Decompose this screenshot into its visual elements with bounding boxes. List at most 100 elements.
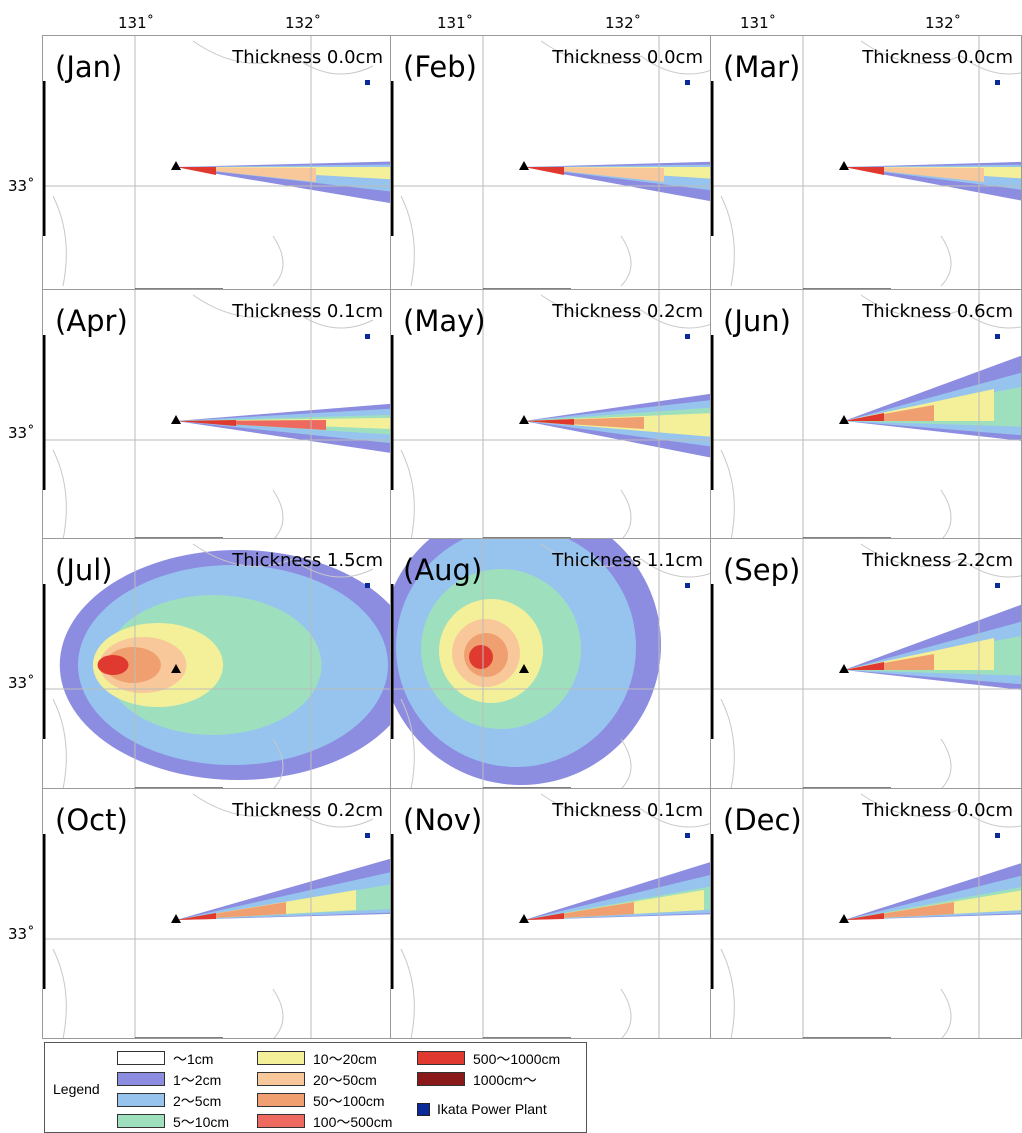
thickness-label: Thickness 0.1cm xyxy=(552,800,703,821)
legend-label: 500～1000cm xyxy=(473,1051,561,1067)
plume-map xyxy=(711,789,1021,1038)
thickness-label: Thickness 0.1cm xyxy=(232,301,383,322)
map-panel: (Jul) Thickness 1.5cm xyxy=(42,538,392,789)
legend-label: 5～10cm xyxy=(173,1114,230,1130)
volcano-vent-icon xyxy=(839,415,849,424)
map-panel: (Aug) Thickness 1.1cm xyxy=(390,538,712,789)
month-label: (May) xyxy=(403,304,486,338)
thickness-label: Thickness 0.2cm xyxy=(552,301,703,322)
thickness-label: Thickness 0.0cm xyxy=(862,47,1013,68)
ikata-plant-marker-icon xyxy=(685,334,690,339)
lon-label-132-col1: 132˚ xyxy=(285,14,322,32)
thickness-label: Thickness 2.2cm xyxy=(862,550,1013,571)
legend-swatch xyxy=(117,1051,165,1065)
legend-title: Legend xyxy=(53,1081,100,1097)
legend-label: 50～100cm xyxy=(313,1093,385,1109)
map-panel: (Sep) Thickness 2.2cm xyxy=(710,538,1022,789)
plume-map xyxy=(711,36,1021,289)
map-panel: (Oct) Thickness 0.2cm xyxy=(42,788,392,1039)
legend-swatch xyxy=(257,1114,305,1128)
legend-plant-label: Ikata Power Plant xyxy=(437,1101,547,1117)
volcano-vent-icon xyxy=(171,415,181,424)
ikata-plant-marker-icon xyxy=(365,80,370,85)
month-label: (Nov) xyxy=(403,803,483,837)
map-panel: (May) Thickness 0.2cm xyxy=(390,289,712,539)
legend-swatch xyxy=(257,1051,305,1065)
plume-map xyxy=(43,290,391,538)
volcano-vent-icon xyxy=(171,914,181,923)
legend-label: 1000cm～ xyxy=(473,1072,537,1088)
ikata-plant-marker-icon xyxy=(685,833,690,838)
thickness-label: Thickness 0.2cm xyxy=(232,800,383,821)
month-label: (Jan) xyxy=(55,50,123,84)
thickness-label: Thickness 0.0cm xyxy=(232,47,383,68)
volcano-vent-icon xyxy=(839,914,849,923)
thickness-label: Thickness 0.0cm xyxy=(552,47,703,68)
volcano-vent-icon xyxy=(519,415,529,424)
thickness-label: Thickness 0.0cm xyxy=(862,800,1013,821)
month-label: (Dec) xyxy=(723,803,802,837)
month-label: (Apr) xyxy=(55,304,128,338)
lon-label-131-col1: 131˚ xyxy=(118,14,155,32)
plume-map xyxy=(43,789,391,1038)
plume-map xyxy=(391,539,711,788)
thickness-label: Thickness 0.6cm xyxy=(862,301,1013,322)
map-panel: (Jan) Thickness 0.0cm xyxy=(42,35,392,290)
volcano-vent-icon xyxy=(839,664,849,673)
legend-swatch xyxy=(257,1093,305,1107)
volcano-vent-icon xyxy=(171,664,181,673)
plume-map xyxy=(391,36,711,289)
ikata-plant-marker-icon xyxy=(995,833,1000,838)
thickness-label: Thickness 1.5cm xyxy=(232,550,383,571)
lon-label-132-col3: 132˚ xyxy=(925,14,962,32)
map-panel: (Jun) Thickness 0.6cm xyxy=(710,289,1022,539)
legend-label: 10～20cm xyxy=(313,1051,377,1067)
plant-marker-icon xyxy=(417,1103,430,1116)
month-label: (Feb) xyxy=(403,50,477,84)
map-panel: (Mar) Thickness 0.0cm xyxy=(710,35,1022,290)
ikata-plant-marker-icon xyxy=(995,334,1000,339)
map-panel: (Nov) Thickness 0.1cm xyxy=(390,788,712,1039)
volcano-vent-icon xyxy=(519,161,529,170)
plume-map xyxy=(711,290,1021,538)
ikata-plant-marker-icon xyxy=(365,833,370,838)
lon-label-131-col3: 131˚ xyxy=(740,14,777,32)
volcano-vent-icon xyxy=(519,664,529,673)
legend-swatch xyxy=(257,1072,305,1086)
lat-label-row3: 33˚ xyxy=(8,674,35,692)
month-label: (Oct) xyxy=(55,803,128,837)
ikata-plant-marker-icon xyxy=(365,334,370,339)
legend: Legend ～1cm 1～2cm 2～5cm 5～10cm 10～20cm 2… xyxy=(44,1042,587,1133)
lon-label-131-col2: 131˚ xyxy=(437,14,474,32)
lat-label-row1: 33˚ xyxy=(8,177,35,195)
plume-map xyxy=(43,539,391,788)
legend-label: 20～50cm xyxy=(313,1072,377,1088)
legend-swatch xyxy=(117,1072,165,1086)
month-label: (Jul) xyxy=(55,553,113,587)
volcano-vent-icon xyxy=(839,161,849,170)
lat-label-row4: 33˚ xyxy=(8,925,35,943)
month-label: (Jun) xyxy=(723,304,791,338)
plume-map xyxy=(43,36,391,289)
volcano-vent-icon xyxy=(171,161,181,170)
ikata-plant-marker-icon xyxy=(685,80,690,85)
legend-label: 100～500cm xyxy=(313,1114,393,1130)
map-panel: (Feb) Thickness 0.0cm xyxy=(390,35,712,290)
legend-swatch xyxy=(417,1072,465,1086)
lon-label-132-col2: 132˚ xyxy=(605,14,642,32)
legend-swatch xyxy=(117,1114,165,1128)
lat-label-row2: 33˚ xyxy=(8,424,35,442)
volcano-vent-icon xyxy=(519,914,529,923)
ikata-plant-marker-icon xyxy=(995,583,1000,588)
month-label: (Mar) xyxy=(723,50,801,84)
legend-label: 1～2cm xyxy=(173,1072,222,1088)
ikata-plant-marker-icon xyxy=(995,80,1000,85)
map-panel: (Apr) Thickness 0.1cm xyxy=(42,289,392,539)
legend-label: ～1cm xyxy=(173,1051,214,1067)
map-panel: (Dec) Thickness 0.0cm xyxy=(710,788,1022,1039)
plume-map xyxy=(391,290,711,538)
ikata-plant-marker-icon xyxy=(365,583,370,588)
ikata-plant-marker-icon xyxy=(685,583,690,588)
legend-swatch xyxy=(117,1093,165,1107)
plume-map xyxy=(711,539,1021,788)
